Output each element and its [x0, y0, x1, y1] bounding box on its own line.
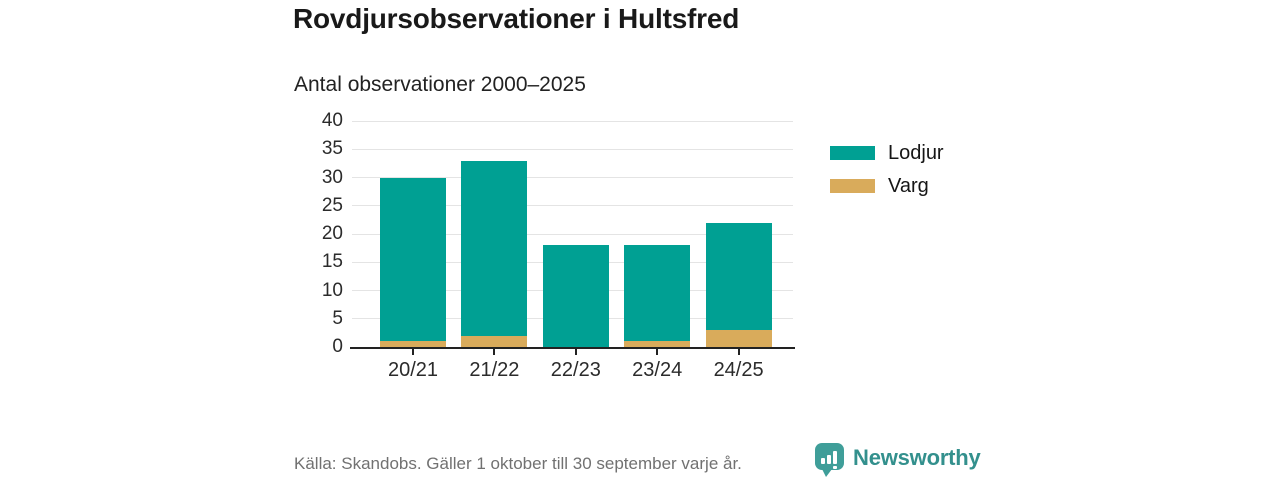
- bar-24-25[interactable]: [705, 222, 772, 347]
- bar-segment-lodjur: [624, 245, 691, 342]
- x-axis-tick: [656, 348, 659, 355]
- y-axis-tick-label: 40: [321, 110, 343, 131]
- bar-22-23[interactable]: [542, 245, 609, 347]
- y-axis-tick-label: 0: [332, 336, 343, 357]
- gridline-y-30: [352, 177, 793, 178]
- newsworthy-branding[interactable]: Newsworthy: [815, 443, 981, 478]
- bar-segment-varg: [624, 341, 691, 347]
- y-axis-tick-label: 35: [321, 138, 343, 160]
- gridline-y-25: [352, 205, 793, 207]
- bar-segment-varg: [380, 341, 446, 347]
- legend-item-lodjur[interactable]: Lodjur: [830, 142, 944, 164]
- bar-segment-lodjur: [705, 222, 772, 331]
- lodjur-swatch-icon: [830, 146, 875, 160]
- y-axis-tick-label: 30: [321, 166, 343, 188]
- chart-legend: Lodjur Varg: [830, 142, 944, 197]
- x-axis-tick-label: 24/25: [713, 359, 764, 381]
- page-title: Rovdjursobservationer i Hultsfred: [293, 3, 740, 34]
- legend-label-lodjur: Lodjur: [888, 142, 944, 164]
- legend-item-varg[interactable]: Varg: [830, 175, 944, 197]
- x-axis-tick: [412, 348, 414, 355]
- bar-segment-varg: [705, 330, 772, 347]
- y-axis-tick-label: 5: [332, 307, 343, 329]
- source-note: Källa: Skandobs. Gäller 1 oktober till 3…: [294, 454, 742, 473]
- gridline-y-40: [352, 120, 793, 122]
- bar-segment-varg: [461, 335, 528, 347]
- x-axis-tick-label: 21/22: [469, 359, 520, 381]
- x-axis-tick: [493, 348, 496, 355]
- y-axis-tick-label: 25: [321, 194, 343, 216]
- bar-segment-lodjur: [542, 245, 609, 347]
- speech-bubble-bar-chart-icon: [815, 443, 844, 478]
- y-axis-tick-label: 15: [321, 251, 343, 273]
- x-axis-line: [350, 347, 795, 349]
- varg-swatch-icon: [830, 179, 875, 193]
- chart-subtitle: Antal observationer 2000–2025: [294, 73, 586, 96]
- x-axis-tick-label: 23/24: [632, 359, 683, 381]
- bar-segment-lodjur: [461, 160, 528, 336]
- x-axis-tick: [737, 348, 740, 355]
- x-axis-tick: [574, 348, 577, 355]
- y-axis-tick-label: 20: [321, 223, 343, 244]
- bar-20-21[interactable]: [380, 177, 446, 348]
- gridline-y-35: [352, 148, 793, 150]
- brand-name: Newsworthy: [853, 445, 981, 470]
- gridline-y-20: [352, 233, 793, 235]
- bar-segment-lodjur: [380, 177, 446, 342]
- bar-21-22[interactable]: [461, 160, 528, 347]
- bar-23-24[interactable]: [624, 245, 691, 347]
- x-axis-tick-label: 22/23: [550, 359, 601, 381]
- legend-label-varg: Varg: [888, 175, 929, 197]
- x-axis-tick-label: 20/21: [387, 359, 439, 381]
- y-axis-tick-label: 10: [321, 279, 343, 301]
